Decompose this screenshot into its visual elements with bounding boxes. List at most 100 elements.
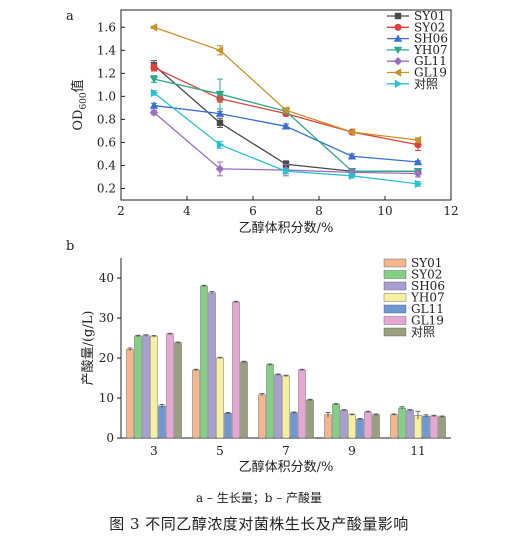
x-tick-label: 3 (150, 444, 158, 458)
bar-SH06-11 (406, 410, 414, 439)
data-point (149, 23, 158, 32)
legend-label: 对照 (414, 77, 438, 91)
legend-swatch (383, 293, 407, 302)
bar-对照-9 (372, 414, 380, 439)
legend-label: YH07 (413, 43, 448, 57)
y-tick-label: 30 (99, 311, 114, 325)
legend-swatch (383, 327, 407, 337)
data-point (215, 164, 225, 174)
data-point (215, 109, 225, 117)
series-SH06 (149, 101, 423, 166)
y-tick-label: 10 (99, 391, 114, 405)
bar-SY01-3 (126, 349, 134, 439)
legend-marker (393, 46, 403, 55)
bar-SH06-5 (208, 292, 216, 439)
series-对照 (150, 88, 423, 189)
sub-caption: a – 生长量；b – 产酸量 (195, 491, 323, 505)
panel-a-line-chart: a 2 4 6 8 10 12 0.2 0.4 0.6 0.8 1.0 1.2 1.4 1.6 乙醇体积分数/… (66, 9, 459, 236)
y-tick-label: 0.8 (97, 112, 116, 126)
bar-SY01-5 (192, 369, 200, 439)
panel-b-bar-chart: b 0 10 20 30 40 3 5 7 9 11 乙醇体积分数/% 产酸量/(g/L) SY01SY0… (66, 239, 451, 475)
legend-label: SY01 (414, 9, 445, 23)
legend-label: SY02 (414, 20, 445, 34)
y-tick-label: 1.2 (97, 66, 116, 80)
bar-GL19-7 (298, 369, 306, 439)
legend-label: SY02 (411, 268, 442, 282)
bar-YH07-3 (150, 336, 158, 439)
data-point (216, 140, 225, 149)
bar-对照-11 (438, 416, 446, 439)
legend-marker (393, 57, 403, 66)
legend-marker (393, 34, 403, 42)
series-line (153, 66, 419, 146)
bar-SH06-7 (274, 374, 282, 439)
data-point (414, 179, 423, 189)
series-line (153, 64, 418, 172)
series-SY01 (150, 60, 422, 175)
data-point (348, 171, 357, 181)
legend-marker (393, 68, 402, 77)
x-tick-label: 4 (183, 204, 191, 218)
legend-marker (394, 12, 402, 20)
bar-SY02-3 (134, 335, 142, 439)
legend-swatch (383, 258, 407, 268)
legend-swatch (383, 270, 407, 279)
bar-GL19-11 (430, 415, 438, 439)
bar-GL11-7 (290, 412, 298, 439)
panel-label-b: b (66, 239, 74, 254)
bar-SY02-9 (332, 404, 340, 439)
data-point (347, 127, 356, 137)
bar-SY01-11 (390, 414, 398, 439)
data-point (347, 152, 357, 160)
x-tick-label: 5 (216, 444, 224, 458)
legend-label: GL19 (411, 314, 444, 328)
y-tick-label: 1.4 (97, 43, 116, 57)
y-tick-label: 20 (99, 351, 114, 365)
x-tick-label: 7 (282, 444, 290, 458)
x-axis-label: 乙醇体积分数/% (239, 220, 334, 236)
data-point (150, 88, 159, 98)
y-tick-label: 0 (106, 431, 114, 445)
bar-对照-5 (240, 361, 248, 439)
y-tick-label: 40 (99, 271, 114, 285)
bar-YH07-9 (348, 414, 356, 439)
figure-caption: 图 3 不同乙醇浓度对菌株生长及产酸量影响 (109, 515, 409, 533)
data-point (149, 108, 159, 117)
bar-SH06-9 (340, 410, 348, 439)
bar-YH07-7 (282, 375, 290, 439)
bar-SY01-7 (258, 394, 266, 439)
panel-label-a: a (66, 9, 74, 24)
legend-swatch (383, 316, 407, 325)
data-point (149, 101, 159, 109)
bar-SY02-5 (200, 285, 208, 439)
bar-SH06-3 (142, 335, 150, 439)
data-point (413, 169, 423, 178)
legend-marker (394, 23, 402, 31)
y-axis-label: OD600值 (70, 79, 89, 130)
data-point (149, 75, 159, 84)
x-tick-label: 12 (443, 204, 458, 218)
bar-SY02-11 (398, 407, 406, 439)
x-axis-label: 乙醇体积分数/% (239, 459, 334, 475)
legend-label: YH07 (410, 291, 445, 305)
x-tick-label: 6 (249, 204, 257, 218)
bar-GL11-5 (224, 413, 232, 439)
data-point (413, 157, 423, 166)
data-point (150, 63, 158, 72)
bar-GL19-3 (166, 333, 174, 439)
y-tick-label: 1.0 (97, 89, 116, 103)
bar-GL19-5 (232, 301, 240, 439)
y-tick-label: 0.6 (97, 135, 116, 149)
series-GL19 (149, 23, 422, 145)
y-tick-label: 0.2 (97, 181, 116, 195)
data-point (282, 167, 291, 176)
data-point (413, 135, 422, 145)
x-tick-label: 8 (315, 204, 323, 218)
bar-SY02-7 (266, 364, 274, 439)
bar-GL11-3 (158, 405, 166, 439)
bar-对照-7 (306, 399, 314, 439)
y-tick-label: 1.6 (97, 20, 116, 34)
data-point (281, 122, 291, 130)
legend-label: SH06 (414, 32, 448, 46)
